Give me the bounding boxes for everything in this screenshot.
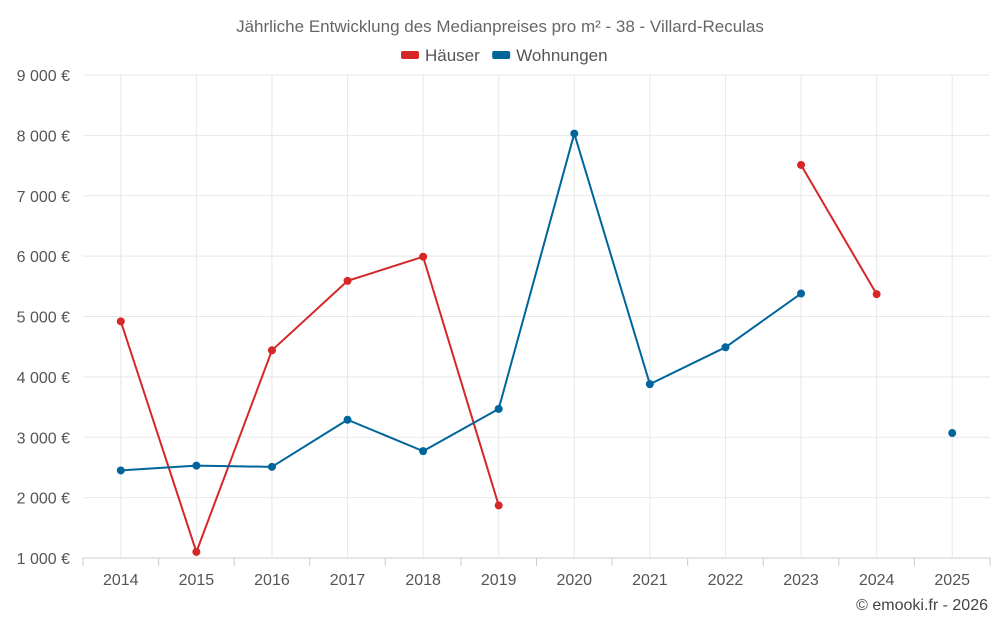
data-point [267, 462, 276, 471]
legend-swatch [401, 51, 419, 59]
y-tick-label: 6 000 € [17, 249, 70, 266]
data-point [570, 129, 579, 138]
x-tick-label: 2016 [254, 572, 290, 589]
data-point [343, 276, 352, 285]
data-point [419, 447, 428, 456]
chart-title: Jährliche Entwicklung des Medianpreises … [236, 17, 764, 36]
credit-text: © emooki.fr - 2026 [856, 597, 988, 614]
grid [82, 74, 991, 566]
y-tick-label: 3 000 € [17, 430, 70, 447]
y-tick-label: 1 000 € [17, 551, 70, 568]
legend-swatch [492, 51, 511, 59]
y-tick-label: 8 000 € [17, 128, 70, 145]
x-tick-label: 2020 [556, 572, 592, 589]
data-point [494, 404, 503, 413]
data-point [797, 160, 806, 169]
y-tick-label: 9 000 € [17, 68, 70, 85]
y-axis: 1 000 € 2 000 € 3 000 € 4 000 € 5 000 € 6 000… [17, 68, 70, 568]
legend-label: Häuser [425, 46, 480, 65]
series-line [119, 255, 500, 553]
x-tick-label: 2024 [859, 572, 895, 589]
series-layer [116, 129, 957, 556]
data-point [116, 317, 125, 326]
x-tick-label: 2023 [783, 572, 819, 589]
data-point [192, 461, 201, 470]
legend: Häuser Wohnungen [401, 46, 608, 65]
series-wohnungen [116, 129, 957, 475]
y-tick-label: 4 000 € [17, 370, 70, 387]
data-point [645, 380, 654, 389]
x-tick-label: 2025 [934, 572, 970, 589]
data-point [948, 429, 957, 438]
data-point [494, 501, 503, 510]
data-point [721, 343, 730, 352]
series-line [800, 164, 878, 295]
legend-item: Häuser [401, 46, 480, 65]
series-line [120, 132, 802, 472]
x-tick-label: 2015 [179, 572, 215, 589]
x-tick-label: 2018 [405, 572, 441, 589]
x-tick-label: 2017 [330, 572, 366, 589]
x-tick-label: 2014 [103, 572, 139, 589]
x-axis: 2014 2015 2016 2017 2018 2019 2020 2021 2022 2023… [103, 572, 970, 589]
y-tick-label: 2 000 € [17, 491, 70, 508]
series-h-user [116, 160, 881, 556]
data-point [419, 252, 428, 261]
data-point [192, 547, 201, 556]
x-tick-label: 2022 [708, 572, 744, 589]
data-point [343, 415, 352, 424]
y-tick-label: 7 000 € [17, 189, 70, 206]
y-tick-label: 5 000 € [17, 310, 70, 327]
legend-item: Wohnungen [492, 46, 608, 65]
data-point [872, 290, 881, 299]
legend-label: Wohnungen [516, 46, 607, 65]
data-point [267, 346, 276, 355]
x-tick-label: 2019 [481, 572, 517, 589]
data-point [116, 466, 125, 475]
data-point [797, 289, 806, 298]
x-tick-label: 2021 [632, 572, 668, 589]
